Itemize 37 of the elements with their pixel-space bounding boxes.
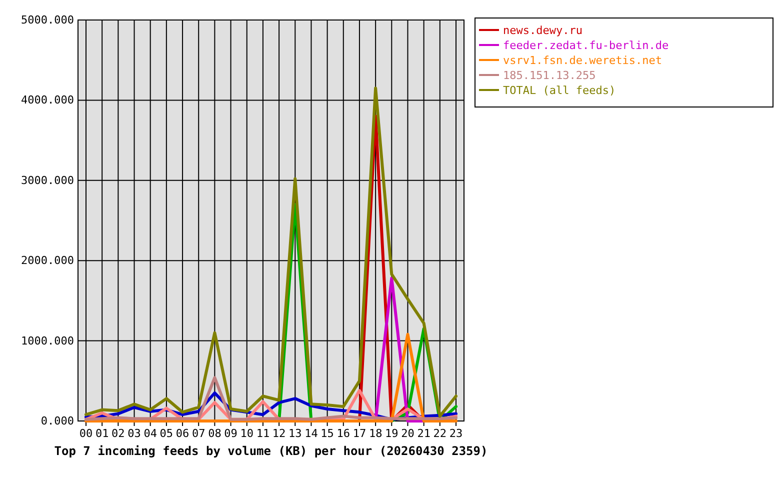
x-tick-label: 13 — [288, 426, 302, 440]
y-tick-label: 1000.000 — [21, 334, 74, 348]
y-tick-label: 0.000 — [40, 414, 74, 428]
x-tick-label: 12 — [272, 426, 286, 440]
y-tick-label: 5000.000 — [21, 14, 74, 27]
x-tick-label: 11 — [256, 426, 270, 440]
x-tick-label: 07 — [192, 426, 206, 440]
x-tick-label: 01 — [95, 426, 109, 440]
x-tick-label: 16 — [336, 426, 350, 440]
x-tick-label: 08 — [208, 426, 222, 440]
legend-label: news.dewy.ru — [503, 24, 582, 37]
x-tick-label: 20 — [401, 426, 414, 440]
legend-label: vsrv1.fsn.de.weretis.net — [503, 54, 662, 67]
y-tick-label: 3000.000 — [21, 174, 74, 187]
x-tick-label: 10 — [240, 426, 254, 440]
x-tick-label: 19 — [385, 426, 398, 440]
legend-label: TOTAL (all feeds) — [503, 84, 616, 97]
x-tick-label: 06 — [176, 426, 190, 440]
x-tick-label: 17 — [352, 426, 366, 440]
x-tick-label: 04 — [144, 426, 158, 440]
x-tick-label: 05 — [160, 426, 174, 440]
x-tick-label: 18 — [368, 426, 382, 440]
x-tick-label: 15 — [320, 426, 334, 440]
x-tick-label: 00 — [79, 426, 93, 440]
legend-label: 185.151.13.255 — [503, 69, 596, 82]
text: Top 7 incoming feeds by volume (KB) per hour (20260430 2359) — [54, 444, 488, 458]
x-tick-label: 21 — [417, 426, 430, 440]
x-tick-label: 23 — [449, 426, 463, 440]
line-series — [84, 376, 458, 421]
y-tick-label: 4000.000 — [21, 94, 74, 107]
x-tick-label: 09 — [224, 426, 238, 440]
x-tick-label: 02 — [112, 426, 125, 440]
x-tick-label: 14 — [304, 426, 318, 440]
legend-label: feeder.zedat.fu-berlin.de — [503, 39, 669, 52]
x-tick-label: 22 — [433, 426, 447, 440]
x-tick-label: 03 — [128, 426, 141, 440]
y-tick-label: 2000.000 — [21, 254, 74, 268]
